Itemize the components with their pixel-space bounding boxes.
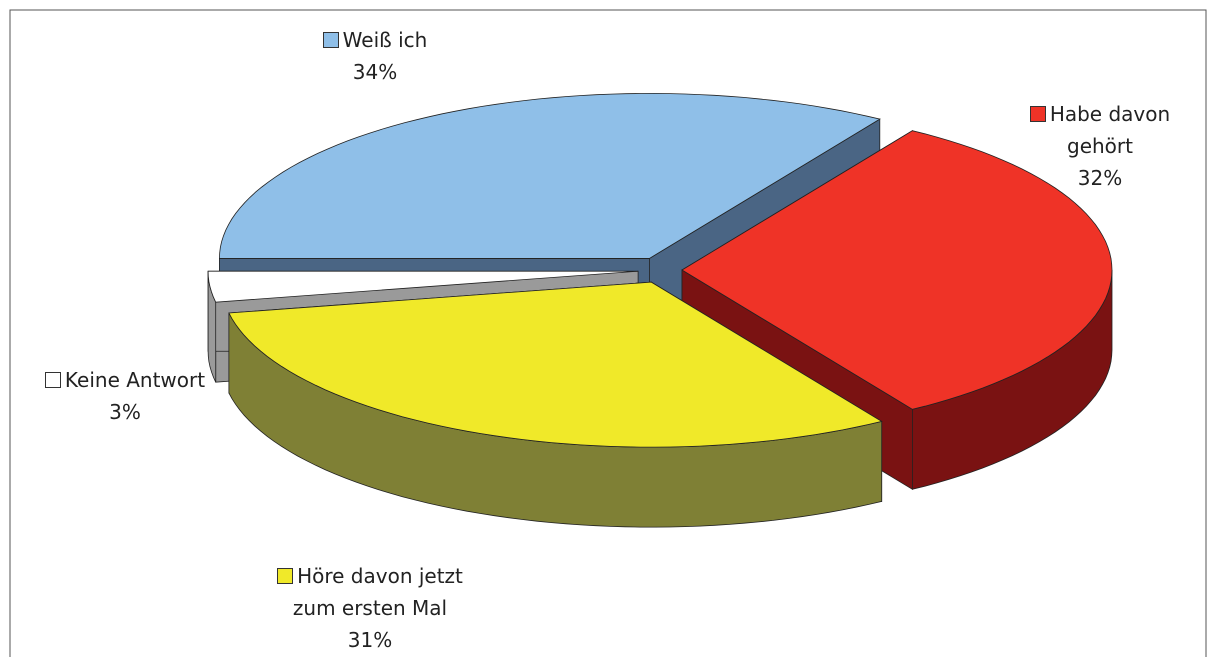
frame [9, 9, 1207, 657]
slice [681, 130, 1113, 410]
label-name: Keine Antwort [64, 368, 206, 392]
data-label: Höre davon jetzt zum ersten Mal 31% [255, 560, 485, 656]
label-line: Höre davon jetzt zum ersten Mal [255, 560, 485, 624]
label-line: Keine Antwort [15, 364, 235, 396]
label-name: Höre davon jetzt zum ersten Mal [292, 564, 463, 620]
legend-swatch [1029, 106, 1046, 122]
label-value: 34% [352, 60, 398, 84]
legend-swatch [322, 32, 339, 48]
label-line: Weiß ich [265, 24, 485, 56]
legend-swatch [44, 372, 61, 388]
data-label: Weiß ich 34% [265, 24, 485, 88]
data-label: Keine Antwort 3% [15, 364, 235, 428]
label-line: Habe davon gehört [1015, 98, 1185, 162]
label-value: 31% [347, 628, 393, 652]
label-name: Weiß ich [342, 28, 428, 52]
label-name: Habe davon gehört [1049, 102, 1171, 158]
slice [218, 92, 881, 259]
slice [207, 270, 639, 303]
label-value: 32% [1077, 166, 1123, 190]
data-label: Habe davon gehört 32% [1015, 98, 1185, 194]
label-value: 3% [109, 400, 141, 424]
legend-swatch [277, 568, 294, 584]
slice [228, 281, 883, 448]
